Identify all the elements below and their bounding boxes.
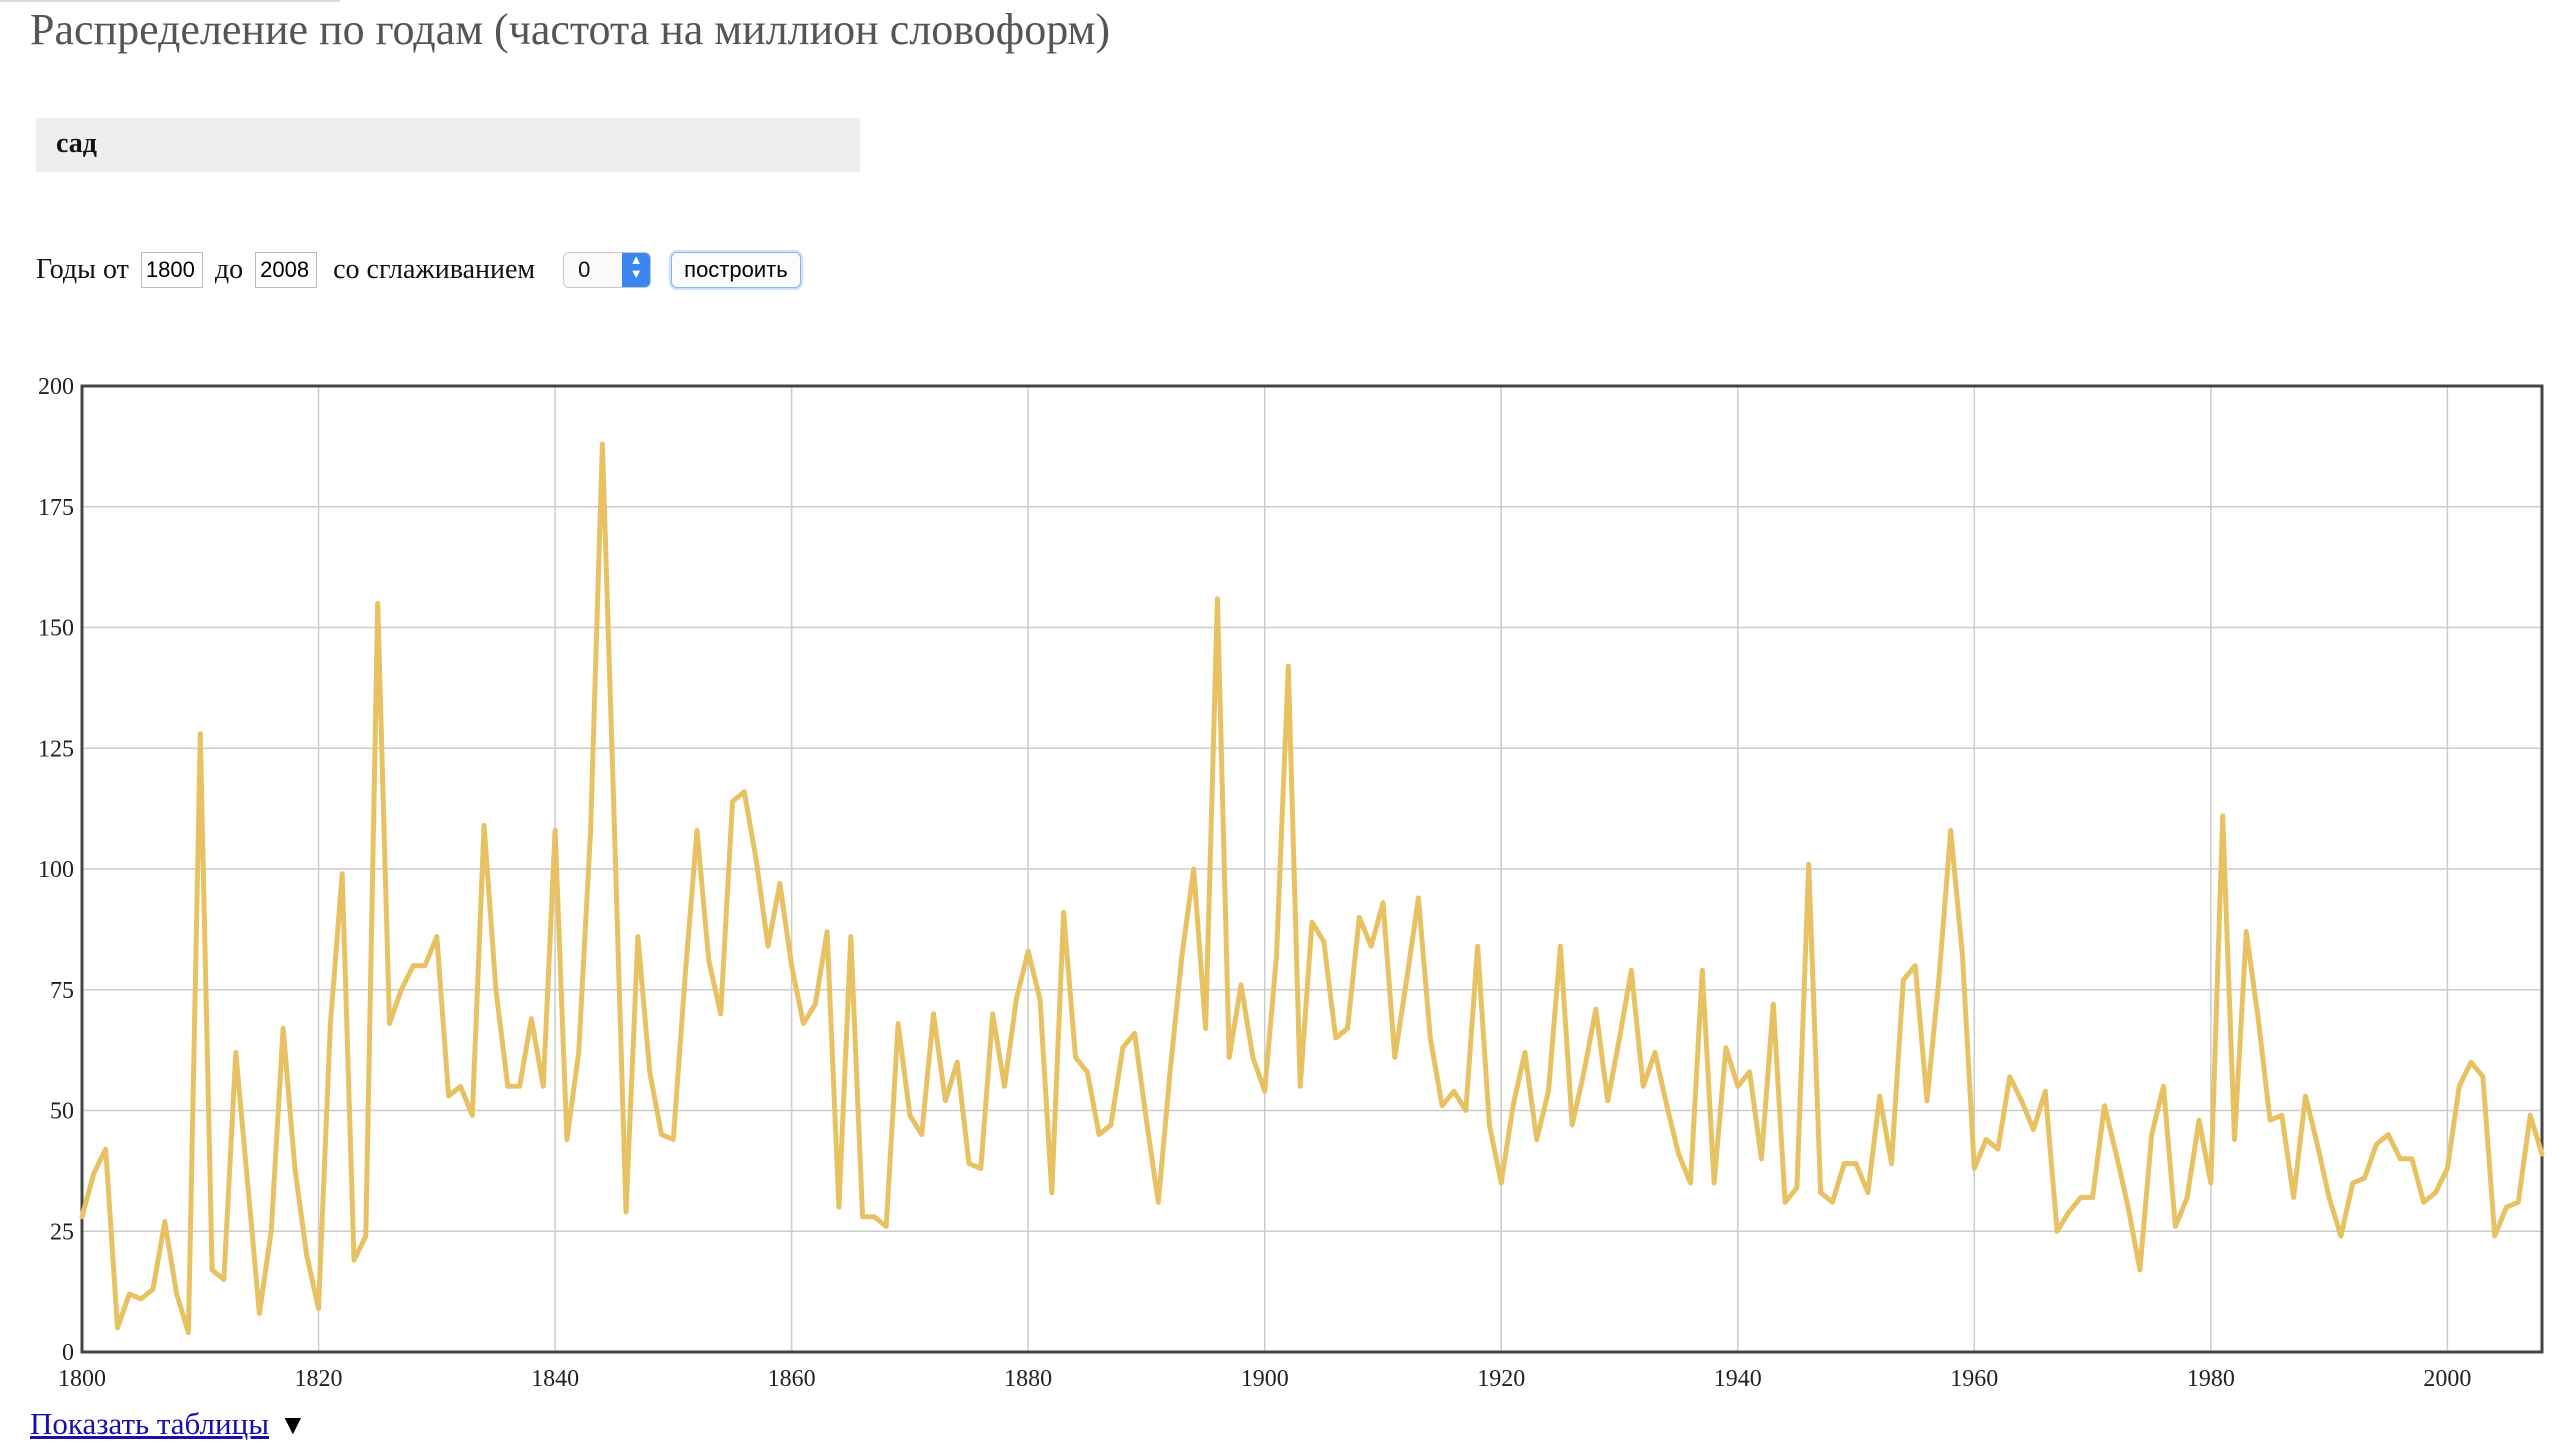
- smoothing-value: 0: [578, 257, 591, 282]
- y-tick-label: 75: [50, 978, 74, 1004]
- show-tables-toggle[interactable]: Показать таблицы ▼: [30, 1406, 307, 1442]
- smoothing-select[interactable]: 0 ▲ ▼: [563, 252, 652, 288]
- x-tick-label: 1980: [2187, 1366, 2235, 1390]
- y-tick-label: 100: [38, 857, 74, 883]
- x-tick-label: 1940: [1714, 1366, 1762, 1390]
- top-divider: [0, 0, 340, 2]
- query-box: сад: [36, 118, 860, 172]
- y-tick-label: 25: [50, 1219, 74, 1245]
- x-tick-label: 1820: [295, 1366, 343, 1390]
- y-tick-label: 0: [62, 1340, 74, 1366]
- x-tick-label: 1800: [58, 1366, 106, 1390]
- query-text: сад: [56, 128, 97, 159]
- plot-frame: [80, 384, 2544, 1354]
- y-tick-label: 175: [38, 495, 74, 521]
- y-tick-label: 50: [50, 1099, 74, 1125]
- frequency-chart: 0 25 50 75 100 125 150 175 200 1800 1820 1840 1860 18…: [38, 374, 2545, 1390]
- controls-row: Годы от до со сглаживанием 0 ▲▼ построит…: [36, 250, 801, 290]
- to-label: до: [214, 254, 244, 285]
- series-line: [79, 441, 2545, 1336]
- x-tick-label: 1900: [1241, 1366, 1289, 1390]
- year-to-input[interactable]: [255, 252, 318, 288]
- build-button[interactable]: построить: [671, 252, 801, 288]
- x-tick-label: 1960: [1950, 1366, 1998, 1390]
- x-tick-label: 1880: [1004, 1366, 1052, 1390]
- x-tick-label: 1840: [531, 1366, 579, 1390]
- x-tick-label: 1920: [1477, 1366, 1525, 1390]
- x-tick-label: 2000: [2423, 1366, 2471, 1390]
- toggle-arrow-icon[interactable]: ▼: [279, 1410, 307, 1441]
- show-tables-link[interactable]: Показать таблицы: [30, 1406, 270, 1441]
- smoothing-label: со сглаживанием: [333, 254, 536, 285]
- years-from-label: Годы от: [36, 254, 129, 285]
- y-tick-label: 200: [38, 374, 74, 400]
- year-from-input[interactable]: [140, 252, 203, 288]
- x-tick-label: 1860: [768, 1366, 816, 1390]
- y-tick-label: 150: [38, 616, 74, 642]
- page-title: Распределение по годам (частота на милли…: [30, 5, 1111, 54]
- select-stepper-icon: ▲ ▼: [622, 253, 651, 287]
- y-tick-label: 125: [38, 736, 74, 762]
